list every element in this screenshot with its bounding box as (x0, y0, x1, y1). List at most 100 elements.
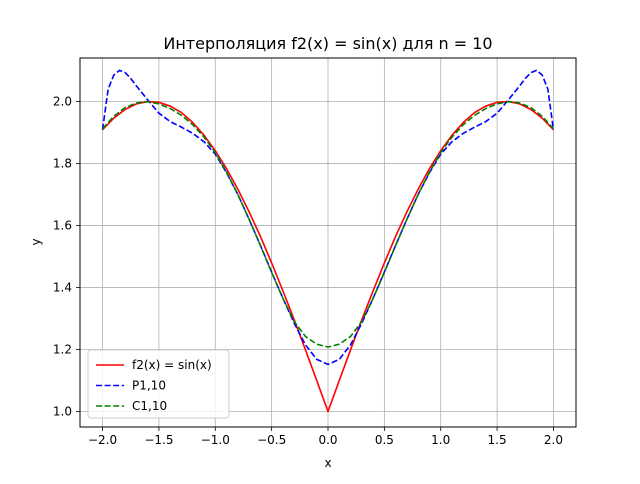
x-tick-label: 0.0 (318, 433, 337, 447)
x-tick-label: −0.5 (257, 433, 286, 447)
data-point (181, 115, 183, 117)
data-point (293, 321, 295, 323)
data-point (384, 262, 386, 264)
data-point (485, 121, 487, 123)
data-point (305, 349, 307, 351)
data-point (192, 122, 194, 124)
data-point (237, 188, 239, 190)
x-tick-label: 1.0 (431, 433, 450, 447)
y-axis-label: y (29, 238, 43, 245)
data-point (147, 99, 149, 101)
y-tick-label: 1.6 (53, 218, 72, 232)
data-point (338, 359, 340, 361)
x-tick-label: −1.0 (201, 433, 230, 447)
y-tick-label: 1.0 (53, 404, 72, 418)
data-point (508, 99, 510, 101)
data-point (395, 245, 397, 247)
data-point (553, 128, 555, 130)
data-point (305, 344, 307, 346)
data-point (462, 124, 464, 126)
data-point (282, 290, 284, 292)
data-point (181, 112, 183, 114)
series-group (101, 69, 555, 413)
data-point (547, 88, 549, 90)
data-point (406, 211, 408, 213)
y-tick-label: 2.0 (53, 94, 72, 108)
data-point (372, 298, 374, 300)
data-point (248, 211, 250, 213)
data-point (524, 78, 526, 80)
data-point (181, 126, 183, 128)
data-point (519, 102, 521, 104)
data-point (282, 298, 284, 300)
data-point (327, 411, 329, 413)
data-point (474, 112, 476, 114)
data-point (440, 152, 442, 154)
data-point (158, 112, 160, 114)
data-point (350, 349, 352, 351)
data-point (107, 88, 109, 90)
legend: f2(x) = sin(x) P1,10 C1,10 (87, 349, 230, 419)
data-point (260, 236, 262, 238)
data-point (384, 272, 386, 274)
x-tick-label: −1.5 (144, 433, 173, 447)
x-tick-label: 0.5 (375, 433, 394, 447)
data-point (203, 141, 205, 143)
legend-box (87, 349, 230, 419)
data-point (462, 122, 464, 124)
data-point (361, 321, 363, 323)
data-point (338, 343, 340, 345)
data-point (169, 108, 171, 110)
data-point (260, 245, 262, 247)
x-axis: −2.0 −1.5 −1.0 −0.5 0.0 0.5 1.0 1.5 2.0 (88, 427, 563, 447)
y-tick-label: 1.4 (53, 280, 72, 294)
data-point (203, 136, 205, 138)
data-point (237, 194, 239, 196)
series-1 (101, 100, 555, 413)
x-tick-label: 2.0 (544, 433, 563, 447)
data-point (214, 152, 216, 154)
y-tick-label: 1.2 (53, 342, 72, 356)
data-point (130, 78, 132, 80)
data-point (136, 102, 138, 104)
data-point (541, 117, 543, 119)
data-point (316, 359, 318, 361)
data-point (158, 103, 160, 105)
data-point (530, 72, 532, 74)
data-point (429, 168, 431, 170)
data-point (350, 344, 352, 346)
data-point (474, 126, 476, 128)
data-point (124, 72, 126, 74)
data-point (316, 380, 318, 382)
data-point (496, 102, 498, 104)
series-3 (101, 100, 555, 348)
data-point (406, 218, 408, 220)
data-point (519, 85, 521, 87)
data-point (541, 74, 543, 76)
legend-label: f2(x) = sin(x) (132, 358, 212, 372)
data-point (226, 168, 228, 170)
data-point (124, 107, 126, 109)
x-tick-label: −2.0 (88, 433, 117, 447)
y-axis: 1.0 1.2 1.4 1.6 1.8 2.0 (53, 94, 80, 418)
series-2 (101, 69, 555, 366)
data-point (485, 108, 487, 110)
data-point (169, 121, 171, 123)
data-point (192, 124, 194, 126)
data-point (417, 194, 419, 196)
data-point (395, 236, 397, 238)
data-point (113, 74, 115, 76)
chart-title: Интерполяция f2(x) = sin(x) для n = 10 (163, 34, 492, 53)
data-point (158, 102, 160, 104)
x-axis-label: x (324, 456, 331, 470)
data-point (530, 107, 532, 109)
data-point (271, 272, 273, 274)
data-point (508, 101, 510, 103)
data-point (485, 105, 487, 107)
data-point (113, 117, 115, 119)
data-point (327, 346, 329, 348)
data-point (496, 112, 498, 114)
data-point (119, 70, 121, 72)
data-point (451, 141, 453, 143)
